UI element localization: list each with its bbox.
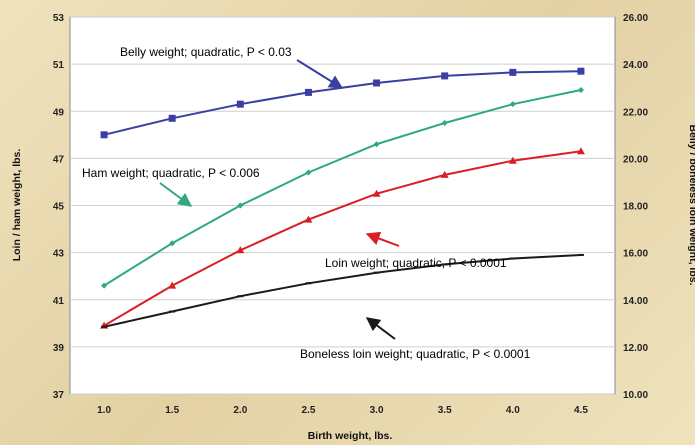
data-point-ham xyxy=(237,202,244,209)
right-tick-label: 20.00 xyxy=(623,154,648,165)
x-axis-title: Birth weight, lbs. xyxy=(308,430,393,442)
data-point-loin xyxy=(168,281,177,289)
data-point-ham xyxy=(101,282,108,289)
left-tick-label: 39 xyxy=(53,343,65,354)
series-boneless xyxy=(101,253,584,328)
data-point-loin xyxy=(372,189,381,197)
data-point-loin xyxy=(576,147,585,155)
x-tick-label: 1.5 xyxy=(165,405,179,416)
x-tick-label: 4.5 xyxy=(574,405,588,416)
data-point-loin xyxy=(508,156,517,164)
right-tick-label: 18.00 xyxy=(623,202,648,213)
data-point-loin xyxy=(304,215,313,223)
data-point-boneless xyxy=(237,295,244,298)
x-tick-label: 1.0 xyxy=(97,405,111,416)
right-axis-title: Belly / boneless loin weight, lbs. xyxy=(687,124,695,285)
data-point-ham xyxy=(373,141,380,148)
data-point-boneless xyxy=(373,271,380,274)
left-axis-title: Loin / ham weight, lbs. xyxy=(11,149,23,262)
series-line-ham xyxy=(103,89,582,287)
data-point-belly xyxy=(168,114,176,122)
series-line-loin xyxy=(103,150,582,327)
x-tick-label: 3.0 xyxy=(370,405,384,416)
right-tick-label: 14.00 xyxy=(623,296,648,307)
x-axis-ticks: 1.0 1.5 2.0 2.5 3.0 3.5 4.0 4.5 xyxy=(97,405,588,416)
x-tick-label: 4.0 xyxy=(506,405,520,416)
left-tick-label: 45 xyxy=(53,202,65,213)
data-point-boneless xyxy=(577,253,584,256)
left-tick-label: 53 xyxy=(53,13,65,24)
data-point-belly xyxy=(509,68,517,76)
data-point-boneless xyxy=(441,263,448,266)
x-tick-label: 2.0 xyxy=(233,405,247,416)
left-tick-label: 37 xyxy=(53,390,65,401)
annotation-belly: Belly weight; quadratic, P < 0.03 xyxy=(120,45,292,59)
annotation-arrow-ham xyxy=(159,182,193,207)
right-tick-label: 10.00 xyxy=(623,390,648,401)
right-tick-label: 12.00 xyxy=(623,343,648,354)
annotation-arrow-boneless xyxy=(365,317,396,340)
data-point-belly xyxy=(577,67,585,75)
data-point-belly xyxy=(373,79,381,87)
right-tick-label: 26.00 xyxy=(623,13,648,24)
annotation-loin: Loin weight; quadratic, P < 0.0001 xyxy=(325,256,507,270)
data-point-ham xyxy=(169,240,176,247)
data-point-belly xyxy=(236,100,244,108)
annotation-arrow-loin xyxy=(365,231,400,247)
data-point-ham xyxy=(509,101,516,108)
series-line-boneless xyxy=(103,254,581,328)
data-point-ham xyxy=(305,169,312,176)
left-tick-label: 49 xyxy=(53,107,65,118)
data-point-ham xyxy=(441,120,448,127)
x-tick-label: 3.5 xyxy=(438,405,452,416)
data-point-belly xyxy=(441,72,449,80)
annotation-ham: Ham weight; quadratic, P < 0.006 xyxy=(82,166,260,180)
data-point-boneless xyxy=(509,257,516,260)
data-point-loin xyxy=(440,170,449,178)
data-point-belly xyxy=(100,131,108,139)
annotation-arrow-belly xyxy=(296,59,344,89)
series-ham xyxy=(101,87,584,289)
x-tick-label: 2.5 xyxy=(301,405,315,416)
series-loin xyxy=(100,147,585,329)
left-tick-label: 41 xyxy=(53,296,65,307)
data-point-belly xyxy=(304,88,312,96)
data-point-boneless xyxy=(101,325,108,328)
left-axis-ticks: 37 39 41 43 45 47 49 51 53 xyxy=(53,13,65,401)
right-axis-ticks: 10.00 12.00 14.00 16.00 18.00 20.00 22.00 24.00… xyxy=(623,13,648,401)
data-point-boneless xyxy=(305,282,312,285)
left-tick-label: 47 xyxy=(53,154,65,165)
data-point-ham xyxy=(577,87,584,94)
right-tick-label: 16.00 xyxy=(623,249,648,260)
left-tick-label: 43 xyxy=(53,249,65,260)
annotation-boneless: Boneless loin weight; quadratic, P < 0.0… xyxy=(300,347,531,361)
data-point-boneless xyxy=(169,310,176,313)
data-point-loin xyxy=(236,246,245,254)
right-tick-label: 22.00 xyxy=(623,107,648,118)
left-tick-label: 51 xyxy=(53,60,65,71)
right-tick-label: 24.00 xyxy=(623,60,648,71)
